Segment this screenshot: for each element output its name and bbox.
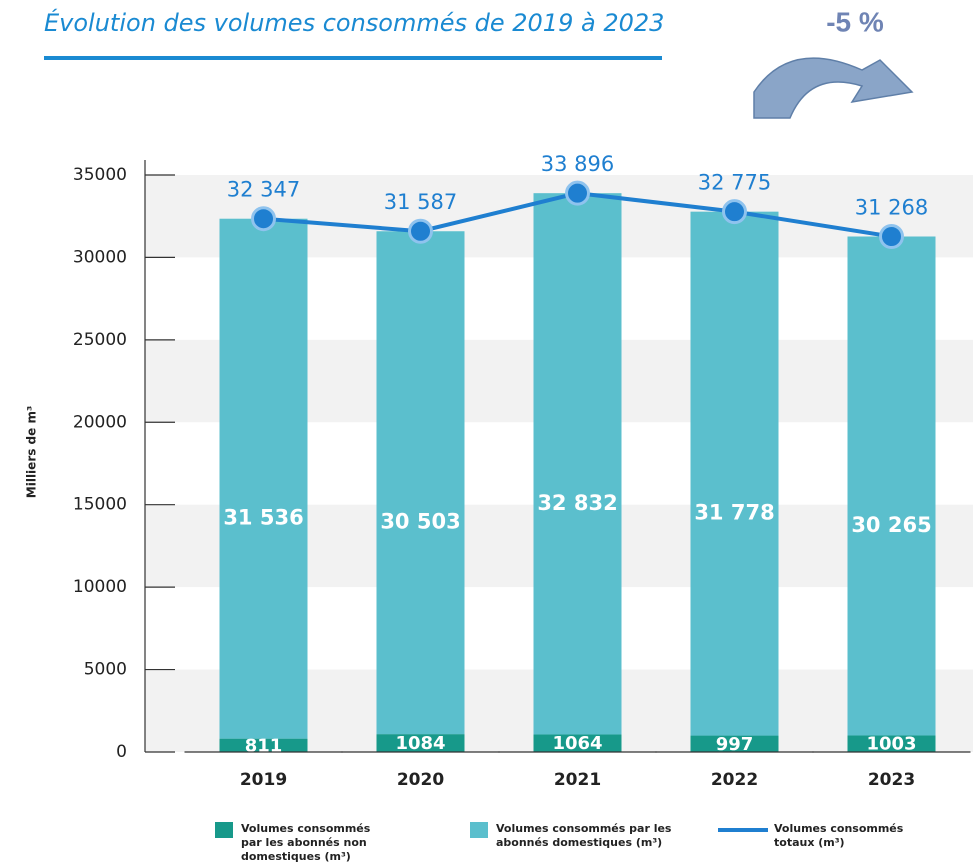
total-point bbox=[251, 206, 276, 232]
value-label: 1003 bbox=[866, 734, 916, 755]
legend-swatch bbox=[470, 822, 488, 838]
legend-label: Volumes consommés par les abonnés domest… bbox=[496, 822, 672, 849]
total-point bbox=[879, 224, 904, 250]
value-label: 1064 bbox=[552, 733, 602, 754]
value-label: 32 832 bbox=[537, 491, 617, 515]
legend-item: Volumes consommés par les abonnés domest… bbox=[470, 822, 696, 850]
legend-item: Volumes consommés totaux (m³) bbox=[718, 822, 914, 850]
bar-segment bbox=[376, 734, 465, 752]
value-label: 30 503 bbox=[380, 510, 460, 534]
bar-segment bbox=[847, 236, 936, 736]
total-point bbox=[408, 218, 433, 244]
bar-segment bbox=[690, 735, 779, 752]
y-tick-label: 25000 bbox=[73, 330, 127, 350]
value-label: 31 536 bbox=[223, 506, 303, 530]
chart-title: Évolution des volumes consommés de 2019 … bbox=[44, 8, 664, 37]
bar-segment bbox=[219, 738, 308, 752]
value-label: 31 268 bbox=[855, 196, 928, 220]
value-label: 32 775 bbox=[698, 171, 771, 195]
y-tick-label: 15000 bbox=[73, 495, 127, 515]
value-label: 811 bbox=[245, 735, 283, 756]
total-point bbox=[565, 180, 590, 206]
value-label: 33 896 bbox=[541, 152, 614, 176]
annotation: -5 % bbox=[826, 6, 884, 37]
legend-label: Volumes consommés totaux (m³) bbox=[774, 822, 904, 849]
bar-segment bbox=[690, 211, 779, 736]
value-label: 1084 bbox=[395, 733, 445, 754]
x-tick-label: 2023 bbox=[868, 770, 915, 790]
value-label: 997 bbox=[716, 734, 754, 755]
legend-swatch bbox=[215, 822, 233, 838]
y-tick-label: 30000 bbox=[73, 247, 127, 267]
y-axis-label: Milliers de m³ bbox=[25, 406, 39, 498]
bar-segment bbox=[533, 734, 622, 752]
value-label: 32 347 bbox=[227, 178, 300, 202]
y-tick-label: 10000 bbox=[73, 577, 127, 597]
bar-segment bbox=[376, 231, 465, 735]
bar-segment bbox=[219, 218, 308, 739]
bar-segment bbox=[533, 193, 622, 735]
y-tick-label: 0 bbox=[116, 742, 127, 762]
legend-item: Volumes consommés par les abonnés non do… bbox=[215, 822, 391, 864]
legend-label: Volumes consommés par les abonnés non do… bbox=[241, 822, 371, 863]
x-tick-label: 2020 bbox=[397, 770, 444, 790]
bar-segment bbox=[847, 735, 936, 752]
value-label: 30 265 bbox=[851, 513, 931, 537]
value-label: 31 778 bbox=[694, 501, 774, 525]
value-label: 31 587 bbox=[384, 190, 457, 214]
trend-arrow bbox=[753, 57, 914, 119]
y-tick-label: 20000 bbox=[73, 412, 127, 432]
y-tick-label: 5000 bbox=[84, 660, 127, 680]
y-tick-label: 35000 bbox=[73, 165, 127, 185]
x-tick-label: 2022 bbox=[711, 770, 758, 790]
legend-swatch bbox=[718, 828, 768, 832]
total-point bbox=[722, 199, 747, 225]
x-tick-label: 2021 bbox=[554, 770, 601, 790]
x-tick-label: 2019 bbox=[240, 770, 287, 790]
